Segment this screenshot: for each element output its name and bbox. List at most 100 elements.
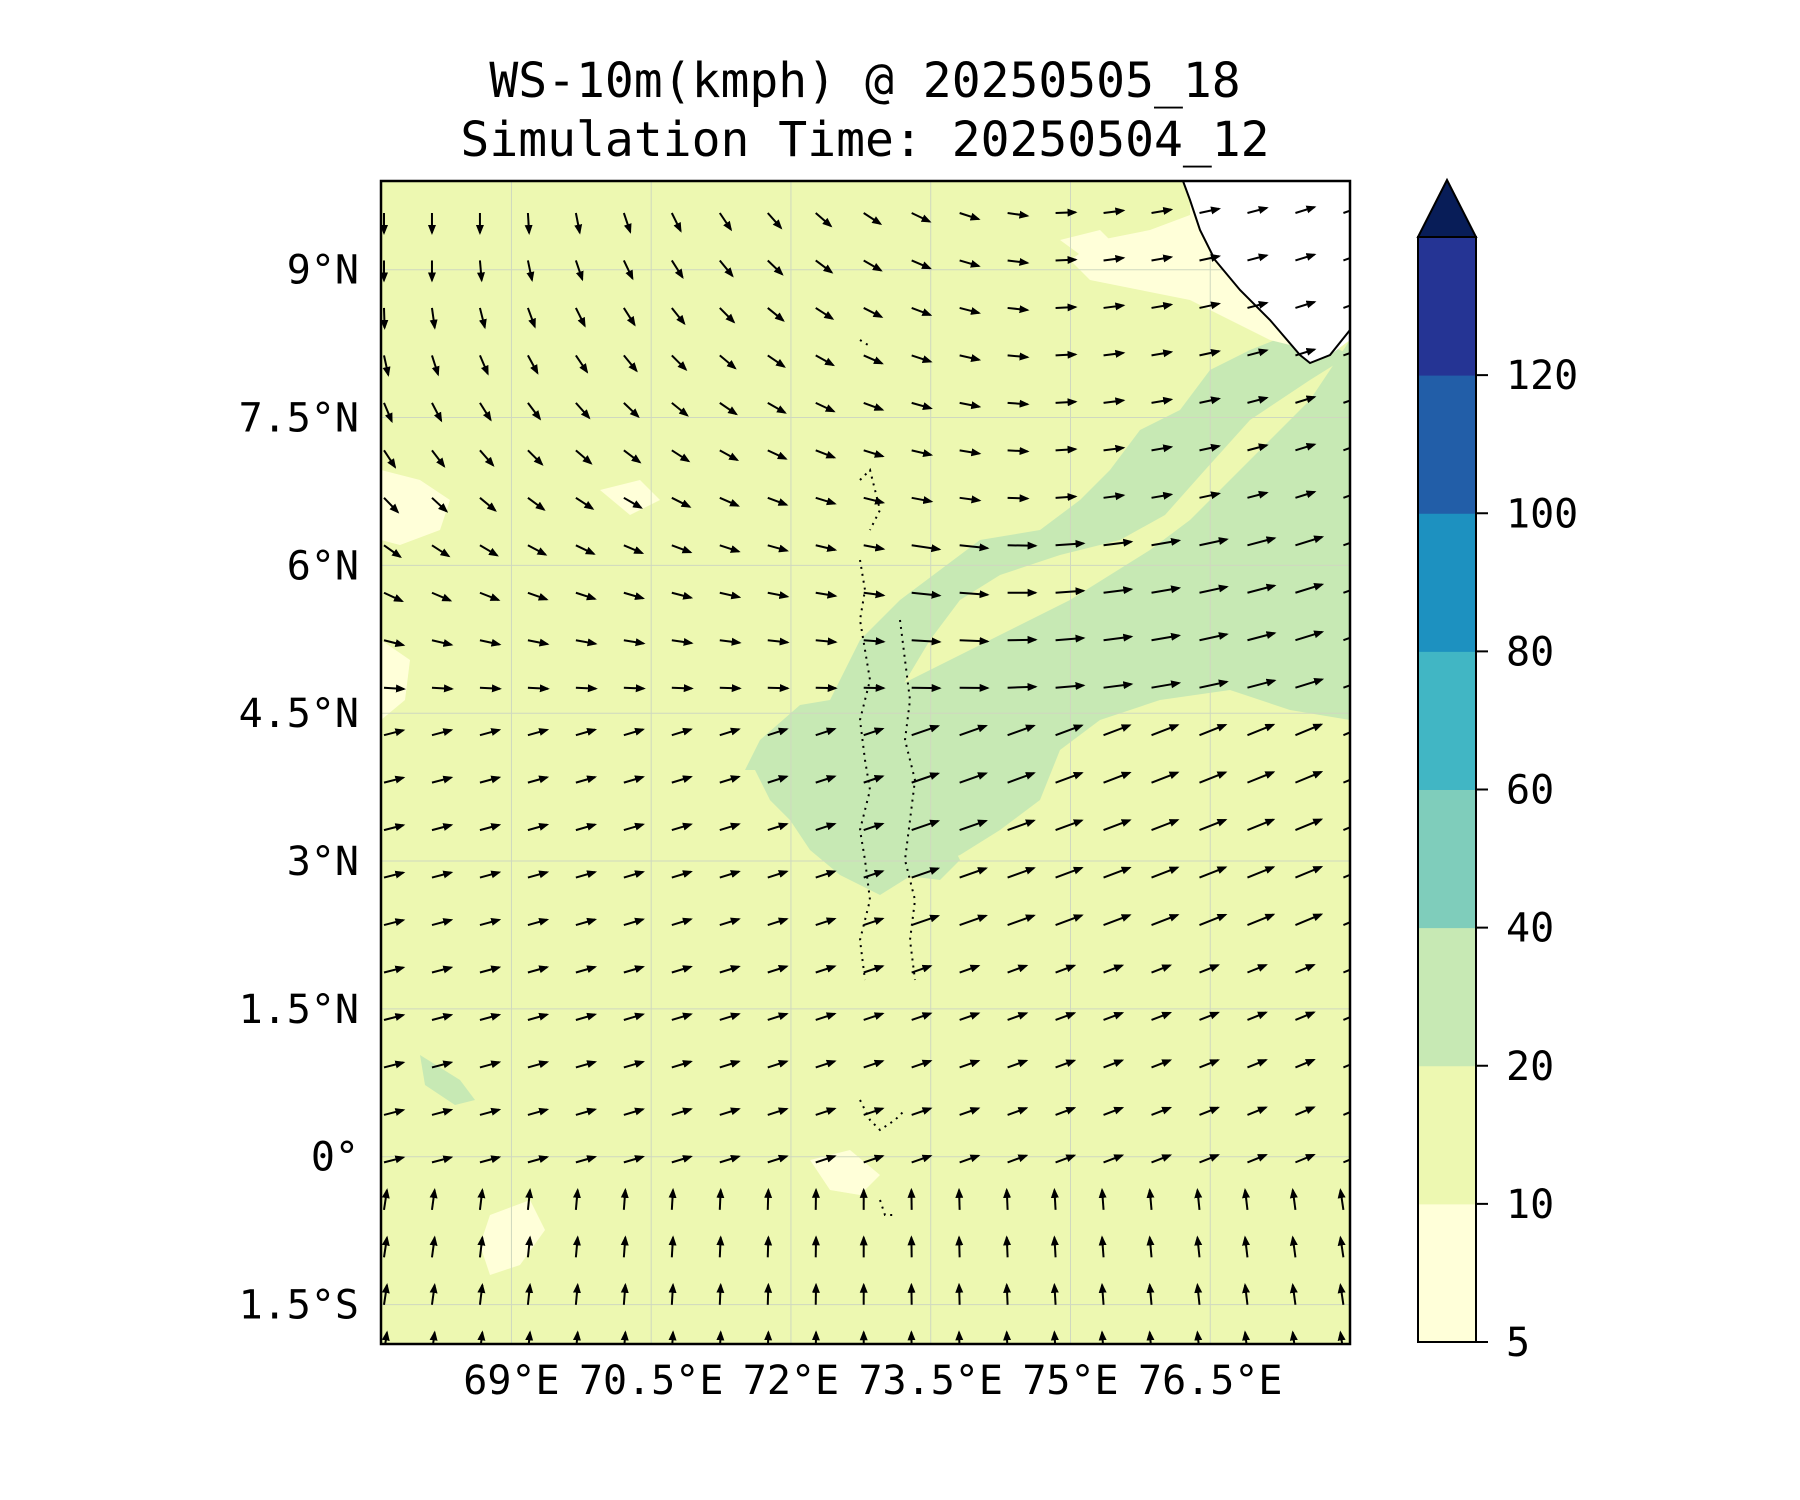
wind-arrow: [1242, 1330, 1251, 1344]
wind-arrow: [719, 1060, 741, 1069]
wind-arrow: [716, 1235, 725, 1258]
wind-arrow: [767, 965, 789, 974]
wind-arrow: [1247, 395, 1269, 404]
colorbar-label-6: 100: [1506, 491, 1578, 537]
wind-arrow: [1199, 537, 1229, 547]
wind-arrow: [431, 823, 454, 832]
wind-arrow: [959, 819, 988, 832]
lakshadweep-islands: [858, 339, 917, 1216]
wind-arrow: [1247, 1011, 1268, 1021]
colorbar-label-2: 20: [1506, 1044, 1554, 1090]
wind-arrow: [1007, 1154, 1029, 1164]
wind-arrow: [381, 1283, 390, 1305]
wind-arrow: [431, 544, 451, 558]
wind-arrow: [1343, 1111, 1350, 1116]
wind-arrow: [525, 1282, 534, 1305]
wind-arrow: [719, 684, 742, 693]
wind-arrow: [815, 449, 837, 459]
map-title: WS-10m(kmph) @ 20250505_18: [489, 53, 1241, 109]
wind-arrow: [911, 354, 933, 363]
wind-arrow: [620, 1187, 629, 1210]
wind-arrow: [764, 1235, 773, 1258]
wind-arrow: [1098, 1187, 1107, 1210]
wind-arrow: [527, 591, 549, 601]
plot-frame: [379, 179, 1352, 1346]
wind-arrow: [1103, 681, 1134, 690]
wind-arrow: [1295, 395, 1317, 404]
y-tick-label-4: 3°N: [287, 839, 359, 885]
wind-arrow: [1007, 867, 1036, 879]
wind-arrow: [478, 307, 487, 330]
wind-arrow: [1007, 819, 1036, 832]
wind-arrow: [383, 870, 406, 879]
wind-arrow: [1199, 396, 1221, 405]
wind-arrow: [1151, 301, 1174, 310]
x-tick-label-3: 73.5°E: [858, 1358, 1003, 1404]
wind-arrow: [767, 402, 787, 414]
colorbar-label-7: 120: [1506, 353, 1578, 399]
wind-arrow: [429, 307, 438, 330]
wind-arrow: [671, 638, 694, 646]
wind-arrow: [623, 965, 645, 974]
wind-arrow: [383, 823, 406, 832]
contour-20-40-band: [760, 340, 1350, 895]
wind-arrow: [671, 307, 686, 326]
wind-arrow: [815, 637, 838, 646]
wind-arrow: [911, 772, 941, 784]
wind-arrow: [670, 259, 684, 280]
wind-arrow: [383, 965, 406, 974]
wind-arrow: [477, 1282, 486, 1305]
wind-arrow: [1055, 1012, 1077, 1021]
wind-arrow: [1194, 1235, 1203, 1258]
wind-arrow: [1103, 302, 1126, 311]
x-axis-ticks: 69°E 70.5°E 72°E 73.5°E 75°E 76.5°E: [463, 1358, 1282, 1404]
wind-arrow: [1343, 589, 1350, 594]
wind-arrow: [1103, 207, 1126, 216]
wind-arrow: [815, 775, 837, 784]
wind-arrow: [959, 354, 982, 362]
wind-arrow: [1247, 583, 1277, 594]
wind-arrow: [1055, 964, 1077, 974]
wind-arrow: [863, 212, 883, 226]
wind-arrow: [383, 775, 406, 784]
wind-arrow: [1343, 494, 1350, 499]
wind-arrow: [863, 727, 885, 737]
wind-arrow: [1098, 1282, 1107, 1305]
wind-arrow: [911, 1107, 933, 1116]
wind-arrow: [815, 496, 837, 506]
wind-arrow: [1199, 679, 1229, 689]
wind-arrow: [574, 307, 586, 328]
wind-arrow: [574, 260, 584, 282]
wind-arrow: [1247, 771, 1276, 784]
wind-arrow: [527, 449, 544, 466]
wind-arrow: [959, 212, 981, 221]
wind-arrow: [431, 775, 454, 784]
wind-arrow: [383, 1155, 406, 1164]
wind-arrow: [863, 401, 885, 411]
wind-arrow: [1151, 207, 1174, 215]
wind-arrow: [1295, 630, 1325, 642]
wind-arrow: [1199, 443, 1221, 452]
wind-arrow: [911, 1012, 933, 1021]
wind-arrow: [911, 590, 942, 599]
wind-arrow: [959, 867, 988, 879]
wind-arrow: [1295, 1058, 1316, 1069]
wind-arrow: [1103, 444, 1126, 453]
wind-arrow: [671, 822, 693, 832]
wind-arrow: [1055, 539, 1086, 548]
wind-arrow: [911, 637, 942, 646]
wind-arrow: [527, 354, 539, 375]
wind-arrow: [574, 212, 583, 235]
wind-arrow: [431, 355, 440, 377]
wind-arrow: [383, 591, 404, 603]
wind-arrow: [382, 355, 391, 377]
wind-arrow: [719, 496, 740, 507]
wind-arrow: [1055, 866, 1084, 879]
colorbar-bin-5: [1418, 513, 1476, 652]
wind-arrow: [1151, 632, 1182, 642]
wind-arrow: [572, 1330, 581, 1344]
wind-arrow: [383, 1013, 406, 1021]
wind-arrow: [1343, 873, 1350, 879]
wind-arrow: [863, 449, 885, 458]
wind-arrow: [863, 1059, 885, 1069]
